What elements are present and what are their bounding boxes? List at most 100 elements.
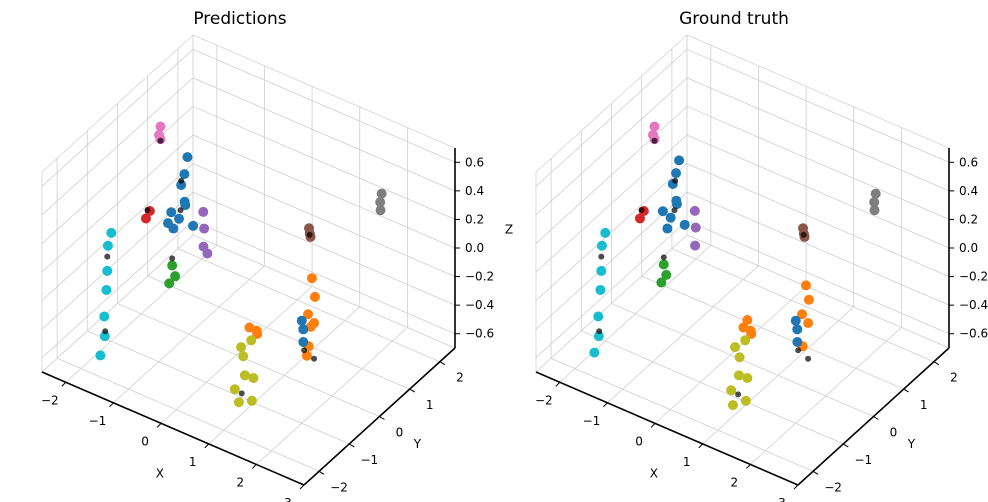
grid-line [535, 134, 950, 273]
grid-line [535, 48, 950, 187]
data-point [658, 259, 669, 270]
data-point [689, 205, 700, 216]
grid-line [41, 77, 456, 216]
z-tick-label: 0.6 [465, 155, 484, 169]
data-point [229, 384, 240, 395]
data-point [202, 248, 213, 259]
data-point [671, 195, 682, 206]
data-point [792, 337, 803, 348]
y-tick-mark [439, 361, 446, 366]
x-tick-mark [156, 423, 162, 428]
data-point [198, 206, 209, 217]
x-tick-label: 2 [237, 475, 245, 489]
y-tick-mark [349, 443, 355, 448]
z-tick-label: 0.0 [465, 241, 484, 255]
z-axis-label: Z [505, 223, 513, 237]
data-point [375, 197, 386, 208]
data-point [674, 155, 685, 166]
data-point [167, 260, 178, 271]
z-tick-label: −0.2 [465, 270, 494, 284]
z-tick-label: −0.4 [959, 298, 988, 312]
data-point [375, 205, 386, 216]
data-point [298, 337, 309, 348]
panel-title: Ground truth [679, 9, 789, 29]
z-tick-label: −0.6 [465, 327, 494, 341]
joint-point [800, 231, 807, 238]
data-point [634, 213, 645, 224]
data-point [679, 219, 690, 230]
grid-line [702, 106, 855, 445]
x-tick-mark [603, 402, 608, 408]
data-point [593, 331, 604, 342]
z-tick-label: −0.6 [959, 327, 988, 341]
data-point [140, 213, 151, 224]
panel-title: Predictions [193, 9, 286, 29]
data-point [665, 212, 676, 223]
data-point [596, 265, 607, 276]
x-tick-label: 1 [189, 455, 197, 469]
x-tick-mark [299, 484, 305, 490]
y-tick-label: −2 [824, 480, 842, 494]
x-tick-label: −2 [41, 393, 59, 407]
data-point [730, 342, 741, 353]
axes-3d: −2 −1 0 1 2 3 −2 −1 0 1 2 −0.6 −0.4 −0.2 0.0 0.2 0.4 0.6 X… [535, 34, 988, 502]
data-point [236, 342, 247, 353]
x-tick-mark [650, 423, 656, 428]
data-point [155, 121, 166, 132]
data-point [233, 397, 244, 408]
data-point [740, 395, 751, 406]
y-tick-label: −1 [854, 453, 872, 467]
data-point [101, 284, 112, 295]
data-point [102, 240, 113, 251]
y-tick-label: −1 [360, 453, 378, 467]
grid-line [559, 45, 712, 383]
grid-line [117, 103, 380, 417]
y-tick-label: 1 [920, 398, 928, 412]
data-point [649, 121, 660, 132]
x-tick-mark [204, 443, 210, 449]
data-point [600, 227, 611, 238]
data-point [657, 206, 668, 217]
data-point [305, 321, 316, 332]
data-point [595, 284, 606, 295]
joint-point [157, 137, 164, 144]
joint-point [651, 137, 658, 144]
data-point [303, 309, 314, 320]
grid-line [65, 45, 218, 383]
joint-point [238, 390, 245, 397]
grid-line [86, 130, 350, 445]
data-point [593, 311, 604, 322]
x-tick-label: −2 [535, 393, 553, 407]
grid-line [256, 127, 408, 465]
x-tick-label: −1 [89, 414, 107, 428]
data-point [99, 311, 110, 322]
data-point [298, 324, 309, 335]
scatter-points [589, 121, 881, 411]
joint-point [178, 177, 185, 184]
x-tick-label: 3 [284, 496, 292, 502]
x-tick-mark [746, 464, 751, 469]
data-point [238, 351, 249, 362]
data-point [246, 335, 257, 346]
data-point [733, 370, 744, 381]
data-point [239, 370, 250, 381]
z-tick-label: 0.2 [959, 212, 978, 226]
data-point [95, 350, 106, 361]
y-tick-label: 1 [426, 398, 434, 412]
y-tick-mark [903, 388, 909, 393]
z-tick-label: 0.4 [465, 184, 484, 198]
joint-point [311, 355, 318, 362]
grid-line [41, 105, 456, 244]
joint-point [102, 328, 109, 335]
grid-line [611, 103, 874, 417]
grid-line [208, 106, 361, 445]
x-tick-label: 1 [683, 455, 691, 469]
data-point [662, 223, 673, 234]
joint-point [596, 328, 603, 335]
data-point [803, 294, 814, 305]
joint-point [638, 206, 645, 213]
data-point [589, 347, 600, 358]
data-point [726, 385, 737, 396]
data-point [164, 278, 175, 289]
data-point [797, 309, 808, 320]
